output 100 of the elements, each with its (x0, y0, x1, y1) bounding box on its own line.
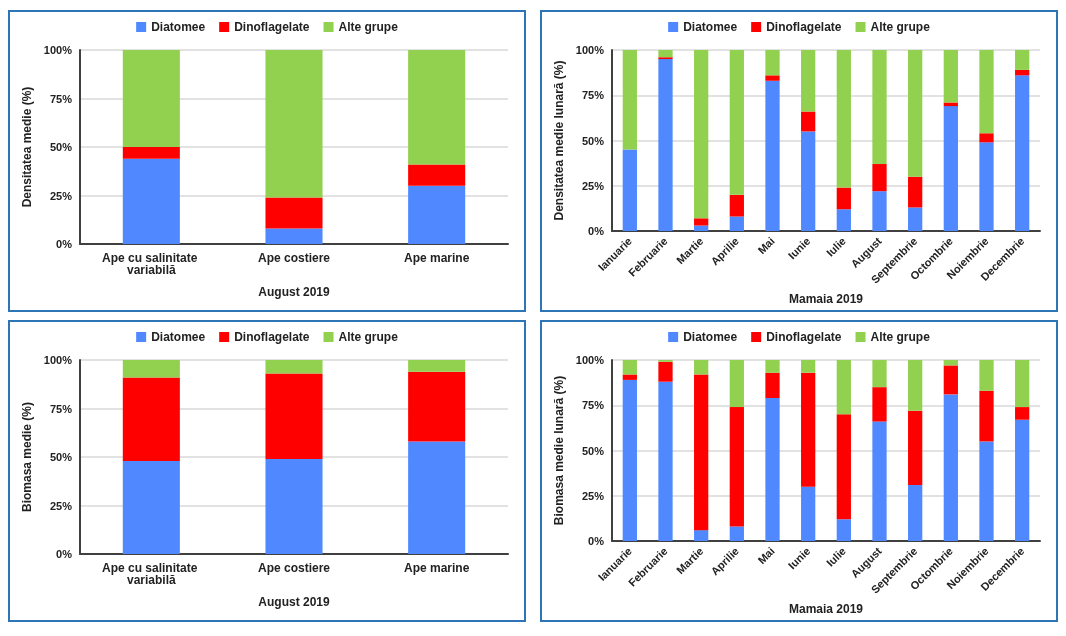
y-tick-label: 100% (575, 44, 605, 56)
y-tick-label: 50% (49, 141, 73, 153)
bar (694, 374, 709, 531)
x-tick-label: Ape costiere (257, 251, 331, 265)
bar (265, 360, 323, 374)
y-axis-title: Biomasa medie lunară (%) (551, 375, 566, 526)
bar (729, 216, 744, 231)
bar (765, 50, 780, 76)
bar (1015, 407, 1030, 420)
bar (836, 519, 851, 541)
x-tick-label: Mai (755, 234, 777, 257)
x-tick-label: Ape cu salinitate variabilă (101, 251, 201, 277)
x-axis-title: August 2019 (258, 595, 330, 609)
legend-label: Diatomee (683, 20, 738, 34)
x-tick-label: Iulie (824, 234, 849, 259)
y-tick-label: 50% (581, 134, 605, 147)
y-tick-label: 25% (581, 179, 605, 192)
bar (408, 371, 466, 442)
legend-label: Diatomee (151, 330, 206, 344)
bar (408, 441, 466, 554)
bar (979, 441, 994, 541)
y-tick-label: 100% (575, 354, 605, 366)
bar (122, 50, 180, 147)
bar (694, 50, 709, 219)
y-tick-label: 50% (581, 444, 605, 457)
x-tick-label: Ape marine (403, 561, 470, 575)
bar (836, 187, 851, 210)
bar (408, 164, 466, 186)
legend-label: Dinoflagelate (766, 330, 842, 344)
bar (729, 360, 744, 408)
bar (765, 360, 780, 373)
bar (122, 360, 180, 378)
bar (694, 530, 709, 541)
x-axis-title: Mamaia 2019 (788, 602, 864, 616)
x-tick-label: Mai (755, 544, 777, 567)
y-tick-label: 50% (49, 451, 73, 463)
bar (979, 142, 994, 231)
bar (265, 50, 323, 198)
bar (979, 133, 994, 143)
y-axis-title: Densitatea medie (%) (19, 86, 34, 208)
bar (801, 486, 816, 541)
bar (1015, 419, 1030, 541)
bar (408, 360, 466, 372)
bar (694, 360, 709, 375)
bar (765, 372, 780, 399)
bar (122, 460, 180, 554)
bar (658, 361, 673, 382)
bar (1015, 69, 1030, 76)
bar (836, 360, 851, 415)
bar (943, 360, 958, 366)
bar (408, 185, 466, 244)
bar (943, 106, 958, 231)
bar (265, 197, 323, 229)
bar (872, 387, 887, 422)
legend-label: Dinoflagelate (234, 20, 310, 34)
bar (979, 390, 994, 442)
bar (658, 59, 673, 231)
bar (122, 158, 180, 244)
legend-label: Alte grupe (338, 330, 399, 344)
bar (622, 50, 637, 150)
bar (801, 131, 816, 231)
y-tick-label: 100% (43, 354, 73, 366)
bar (122, 147, 180, 159)
y-tick-label: 25% (581, 489, 605, 502)
bar (729, 50, 744, 195)
bar (622, 374, 637, 380)
bar (836, 414, 851, 520)
y-tick-label: 75% (49, 402, 73, 415)
y-tick-label: 0% (56, 548, 73, 560)
bar (872, 164, 887, 192)
bar (765, 80, 780, 231)
bar (765, 75, 780, 81)
legend-label: Diatomee (151, 20, 206, 34)
legend-label: Alte grupe (870, 20, 931, 34)
bar (1015, 50, 1030, 70)
legend-label: Alte grupe (870, 330, 931, 344)
bar (979, 360, 994, 391)
bar (836, 50, 851, 188)
bar (872, 360, 887, 388)
bar (908, 207, 923, 231)
bar (872, 191, 887, 231)
bar (622, 379, 637, 541)
y-tick-label: 75% (581, 399, 605, 412)
bar (908, 484, 923, 541)
bar (658, 50, 673, 58)
y-tick-label: 25% (49, 189, 73, 202)
y-axis-title: Biomasa medie (%) (19, 401, 34, 513)
bar (1015, 75, 1030, 231)
bar (908, 50, 923, 177)
bar (872, 421, 887, 541)
bar (908, 360, 923, 411)
x-axis-title: Mamaia 2019 (788, 292, 864, 306)
legend-label: Dinoflagelate (234, 330, 310, 344)
y-axis-title: Densitatea medie lunară (%) (551, 60, 566, 221)
legend-label: Alte grupe (338, 20, 399, 34)
bar (658, 381, 673, 541)
x-tick-label: Ape costiere (257, 561, 331, 575)
y-tick-label: 25% (49, 499, 73, 512)
x-tick-label: Ape marine (403, 251, 470, 265)
y-tick-label: 0% (588, 225, 605, 237)
